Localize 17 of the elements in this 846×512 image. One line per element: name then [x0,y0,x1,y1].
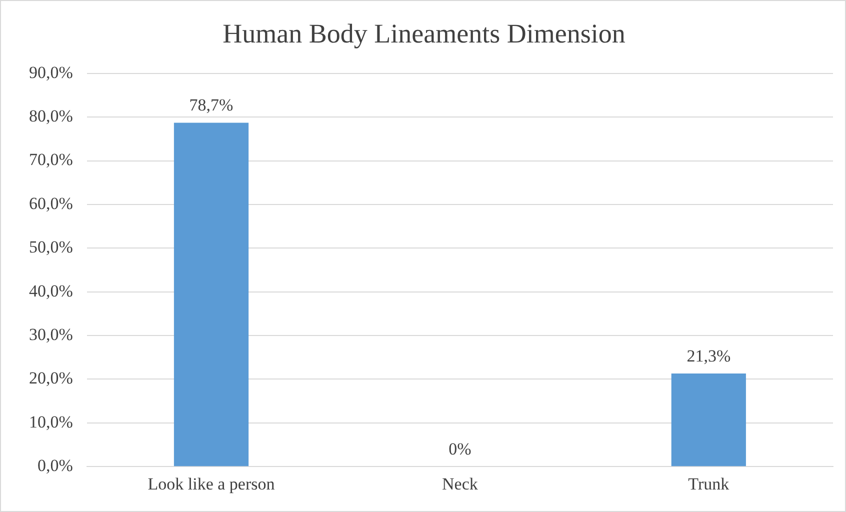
y-tick-label: 30,0% [28,325,73,344]
chart-title: Human Body Lineaments Dimension [222,18,626,48]
y-tick-label: 40,0% [28,281,73,300]
y-tick-label: 80,0% [28,106,73,126]
y-tick-label: 50,0% [28,238,73,257]
y-tick-label: 20,0% [28,368,73,388]
data-label: 78,7% [189,96,234,115]
data-label: 21,3% [686,346,731,366]
y-tick-label: 10,0% [28,412,73,432]
data-label: 0% [448,440,472,459]
x-tick-label: Trunk [688,474,730,494]
y-tick-label: 90,0% [28,62,73,82]
y-tick-label: 60,0% [28,194,73,213]
x-tick-label: Look like a person [148,474,276,494]
y-tick-label: 70,0% [28,150,73,170]
y-tick-label: 0,0% [37,456,73,476]
x-tick-label: Neck [442,474,478,494]
